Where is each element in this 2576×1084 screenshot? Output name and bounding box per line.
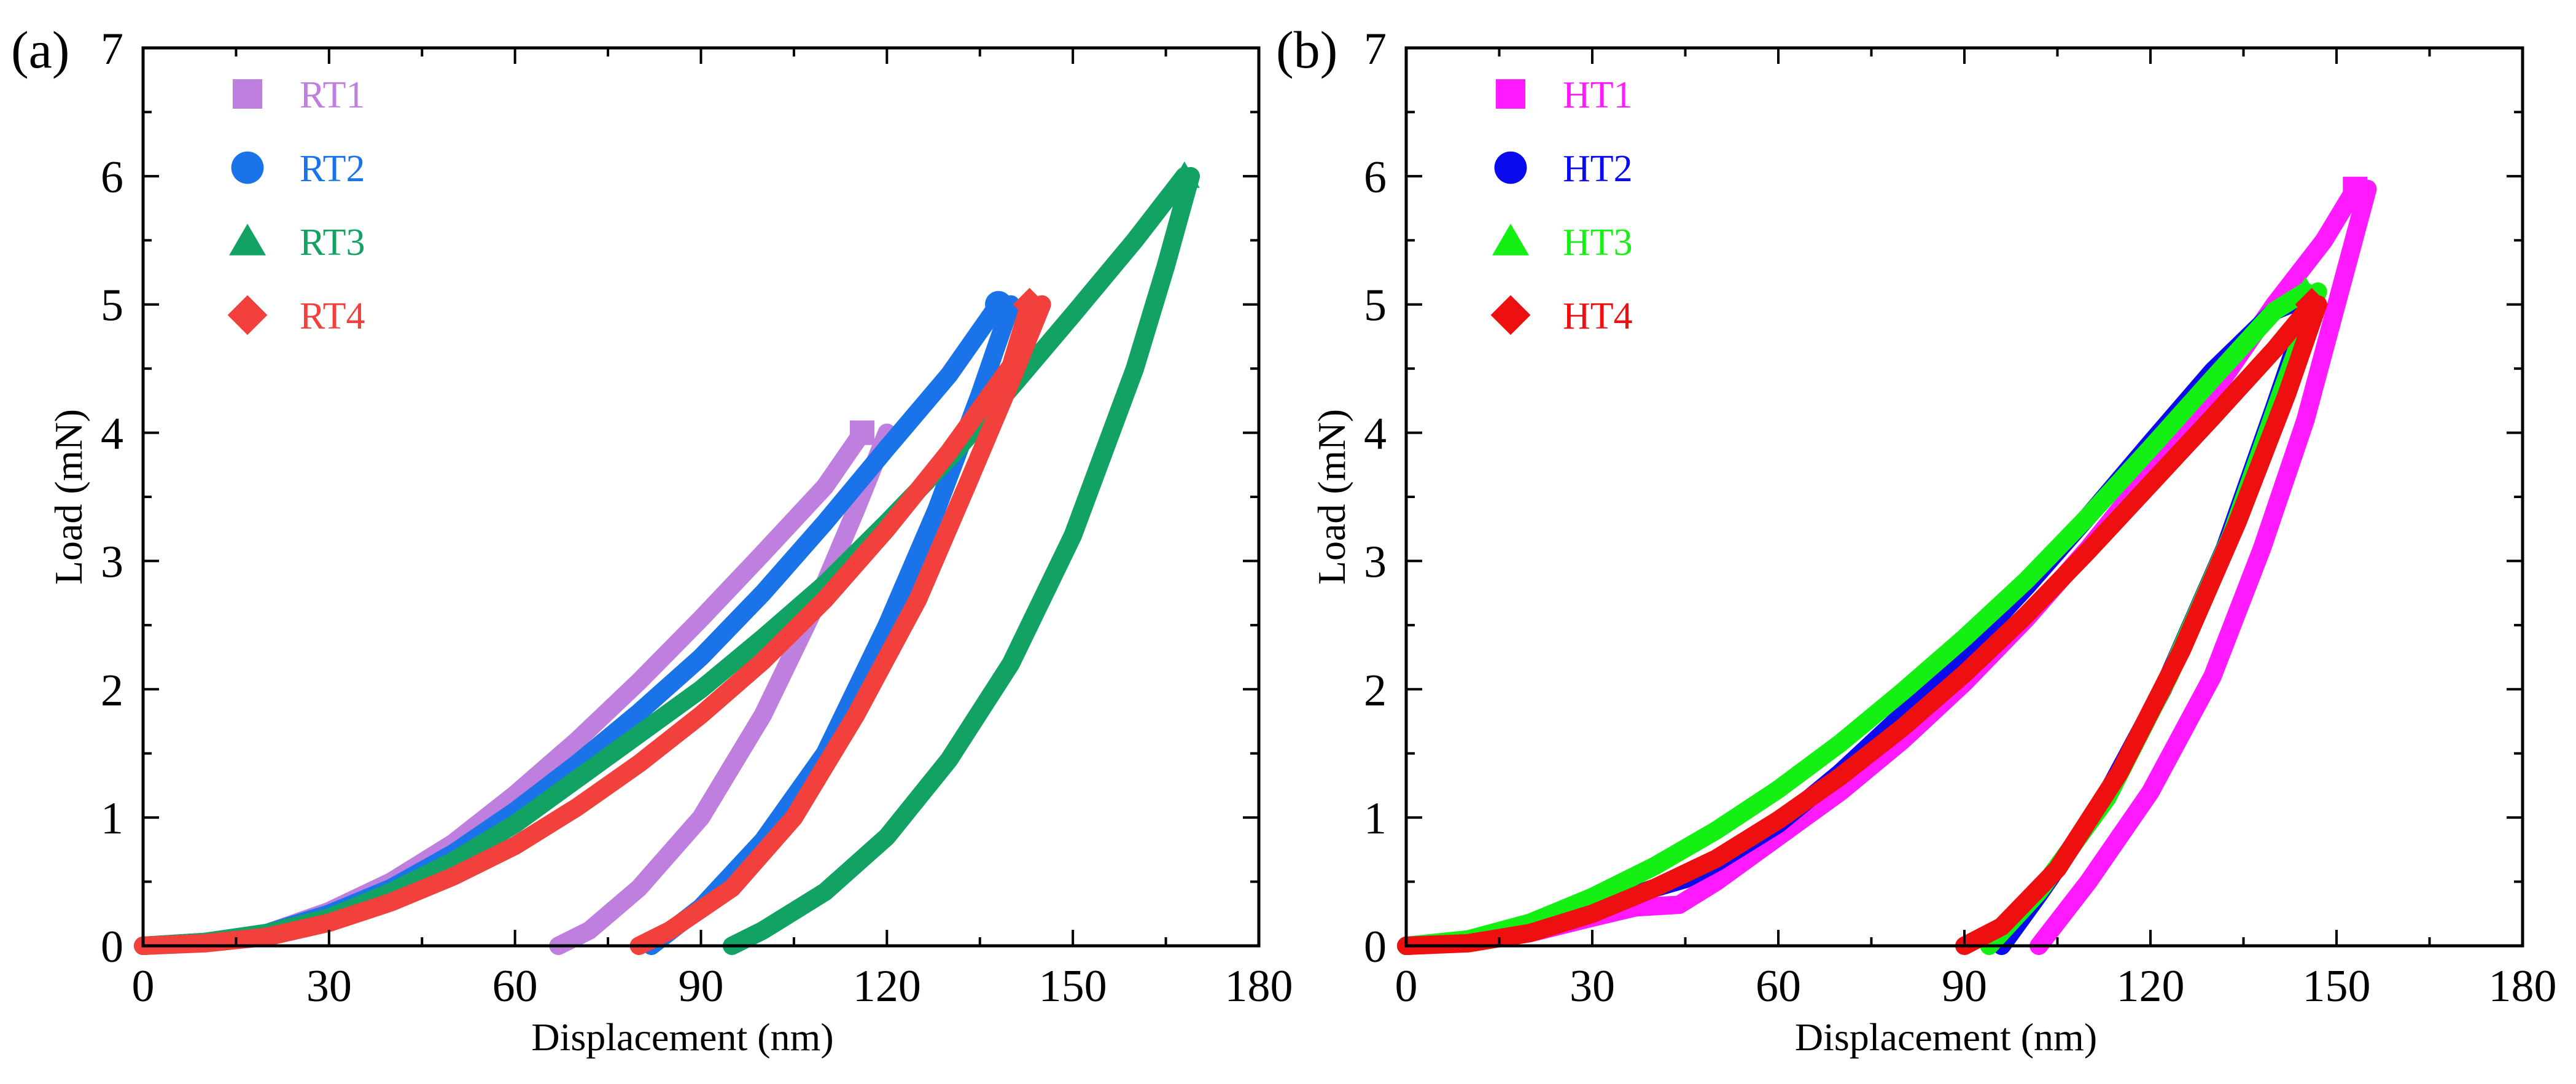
panel-label: (a) [11,20,69,79]
legend-marker-rt3 [229,224,266,255]
unloading-curve-ht4 [1955,295,2327,955]
legend-marker-rt1 [233,79,262,109]
legend-marker-ht3 [1492,224,1529,255]
y-tick-label: 0 [1364,922,1387,972]
y-tick-label: 7 [101,24,123,74]
peak-marker-rt4 [1013,287,1046,321]
x-tick-label: 120 [853,961,921,1012]
unloading-curve-rt1 [549,423,897,955]
chart-panel-a: 0 30 60 90 120 150 180 0 1 2 3 4 5 6 7 Displacement (nm… [11,20,1293,1059]
y-tick-label: 0 [101,922,123,972]
y-tick-label: 2 [101,665,123,716]
y-tick-label: 7 [1364,24,1387,74]
peak-marker-rt1 [849,420,874,445]
y-axis-title: Load (mN) [47,409,90,585]
x-tick-label: 0 [1395,961,1418,1012]
series-rt1 [134,420,897,955]
legend-label-ht2: HT2 [1563,148,1633,190]
legend-label-rt2: RT2 [300,148,365,190]
y-axis-title: Load (mN) [1310,409,1353,585]
unloading-curve-rt3 [723,166,1200,955]
unloading-curve-ht2 [1992,289,2321,955]
panel-label: (b) [1276,20,1337,79]
series-rt4 [134,287,1051,955]
x-tick-label: 60 [1756,961,1801,1012]
peak-marker-rt2 [985,290,1013,318]
loading-curve-ht4 [1397,295,2321,955]
peak-marker-ht4 [2295,287,2329,321]
unloading-curve-ht1 [2029,179,2377,955]
series-rt3 [134,161,1200,955]
y-tick-label: 4 [1364,409,1387,459]
y-tick-label: 3 [101,537,123,587]
y-tick-label: 5 [1364,281,1387,331]
legend-marker-rt4 [227,295,268,335]
peak-marker-rt3 [1169,161,1200,188]
x-tick-label: 90 [1942,961,1987,1012]
y-tick-label: 2 [1364,665,1387,716]
legend: RT1 RT2 RT3 RT4 [227,74,365,337]
y-tick-label: 5 [101,281,123,331]
series-ht2 [1397,284,2321,955]
series-ht4 [1397,287,2329,955]
x-axis-title: Displacement (nm) [531,1015,833,1059]
y-tick-label: 4 [101,409,123,459]
y-tick-label: 3 [1364,537,1387,587]
x-tick-label: 30 [306,961,352,1012]
unloading-curve-rt4 [629,295,1051,955]
legend-label-rt3: RT3 [300,222,365,263]
legend-label-rt1: RT1 [300,74,365,116]
legend-marker-ht4 [1490,295,1531,335]
legend-marker-ht1 [1496,79,1525,109]
x-tick-label: 180 [2489,961,2557,1012]
y-tick-label: 1 [1364,794,1387,844]
x-tick-label: 180 [1225,961,1293,1012]
x-tick-label: 0 [132,961,155,1012]
x-tick-label: 90 [679,961,724,1012]
loading-curve-ht3 [1397,282,2315,955]
legend-marker-rt2 [231,151,264,184]
x-tick-label: 150 [2303,961,2371,1012]
y-tick-label: 1 [101,794,123,844]
peak-marker-ht1 [2343,176,2368,201]
x-axis-title: Displacement (nm) [1795,1015,2097,1059]
x-tick-label: 60 [492,961,538,1012]
legend-label-ht1: HT1 [1563,74,1633,116]
chart-panel-b: 0 30 60 90 120 150 180 0 1 2 3 4 5 6 7 Displacement (nm… [1276,20,2557,1059]
loading-curve-ht2 [1397,289,2315,955]
legend-marker-ht2 [1494,151,1527,184]
legend: HT1 HT2 HT3 HT4 [1490,74,1633,337]
legend-label-ht3: HT3 [1563,222,1633,263]
x-tick-label: 150 [1039,961,1107,1012]
loading-curve-rt4 [134,295,1039,955]
legend-label-ht4: HT4 [1563,295,1633,337]
series-ht3 [1397,276,2327,955]
x-tick-label: 120 [2117,961,2185,1012]
x-tick-label: 30 [1570,961,1615,1012]
y-tick-label: 6 [101,152,123,203]
y-tick-label: 6 [1364,152,1387,203]
legend-label-rt4: RT4 [300,295,365,337]
